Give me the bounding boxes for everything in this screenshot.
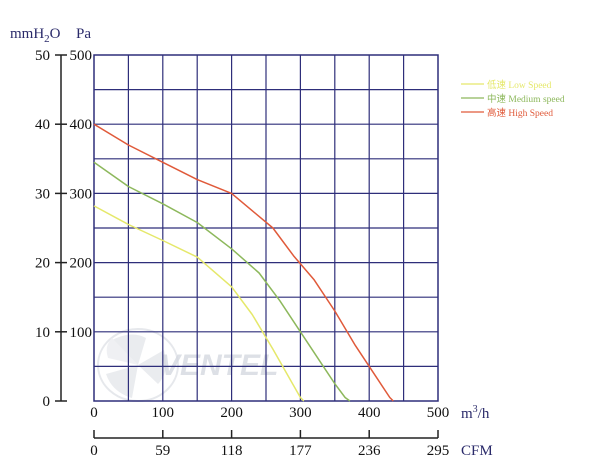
y-left-tick-label: 50 bbox=[35, 48, 50, 64]
x-axis-unit: m3/h bbox=[461, 404, 490, 422]
x-tick-label: 0 bbox=[90, 405, 98, 421]
x2-tick-label: 177 bbox=[289, 443, 312, 459]
y-left-label-sub: 2 bbox=[44, 33, 50, 45]
legend: 低速 Low Speed 中速 Medium speed 高速 High Speed bbox=[461, 79, 565, 119]
watermark-text: VENTEL bbox=[160, 349, 278, 382]
y-right-axis-label: Pa bbox=[76, 26, 91, 42]
x2-tick-label: 236 bbox=[358, 443, 381, 459]
y-left-label-o: O bbox=[50, 26, 61, 42]
series-line-1 bbox=[93, 161, 351, 402]
x2-tick-label: 295 bbox=[427, 443, 450, 459]
legend-label: 中速 Medium speed bbox=[487, 93, 565, 105]
y-right-tick-label: 500 bbox=[70, 48, 93, 64]
series-line-2 bbox=[93, 123, 394, 402]
x-tick-label: 100 bbox=[152, 405, 175, 421]
y-right-tick-label: 300 bbox=[70, 186, 93, 202]
fan-logo-icon bbox=[97, 328, 179, 402]
x2-axis: 0 59 118 177 236 295 CFM bbox=[90, 430, 493, 459]
y-left-label-text: mmH bbox=[10, 26, 44, 42]
y-right-tick-label: 200 bbox=[70, 256, 93, 272]
x-tick-label: 200 bbox=[220, 405, 243, 421]
grid bbox=[94, 55, 438, 401]
x-axis: 0 100 200 300 400 500 m3/h bbox=[90, 404, 490, 422]
y-left-tick-label: 0 bbox=[43, 394, 51, 410]
y-left-axis-label: mmH2O bbox=[10, 26, 61, 45]
watermark: VENTEL bbox=[97, 328, 278, 402]
x-unit-m: m bbox=[461, 406, 473, 422]
x2-tick-label: 118 bbox=[221, 443, 243, 459]
x-tick-label: 300 bbox=[289, 405, 312, 421]
series-line-0 bbox=[93, 205, 305, 402]
x2-tick-label: 59 bbox=[155, 443, 170, 459]
x-tick-label: 500 bbox=[427, 405, 450, 421]
y-left-tick-label: 30 bbox=[35, 186, 50, 202]
y-axis-left: 0 10 20 30 40 50 100 200 300 400 500 mmH2O Pa bbox=[10, 26, 92, 410]
y-right-tick-label: 400 bbox=[70, 117, 93, 133]
y-left-tick-label: 10 bbox=[35, 325, 50, 341]
legend-label: 高速 High Speed bbox=[487, 107, 553, 119]
y-right-tick-label: 100 bbox=[70, 325, 93, 341]
x-unit-sup: 3 bbox=[473, 404, 478, 415]
x2-axis-label: CFM bbox=[461, 443, 493, 459]
y-left-tick-label: 20 bbox=[35, 256, 50, 272]
x2-tick-label: 0 bbox=[90, 443, 98, 459]
x-unit-suffix: /h bbox=[478, 406, 490, 422]
y-left-tick-label: 40 bbox=[35, 117, 50, 133]
series-layer bbox=[93, 123, 394, 402]
x-tick-label: 400 bbox=[358, 405, 381, 421]
legend-label: 低速 Low Speed bbox=[487, 79, 552, 91]
